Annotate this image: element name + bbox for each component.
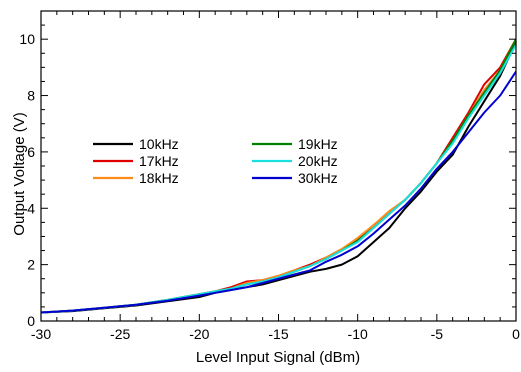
axes: -30 -25 -20 -15 -10 -5 0 0 2 4 6 8 10 — [19, 10, 520, 342]
legend-label-10kHz: 10kHz — [139, 136, 179, 152]
series-line-30kHz — [41, 71, 516, 314]
x-axis-title: Level Input Signal (dBm) — [196, 349, 360, 366]
y-axis-title: Output Voltage (V) — [11, 112, 28, 235]
x-tick-label: -30 — [31, 326, 51, 342]
series-line-19kHz — [41, 38, 516, 314]
legend-label-20kHz: 20kHz — [298, 153, 338, 169]
x-tick-label: -10 — [348, 326, 368, 342]
series-line-18kHz — [41, 38, 516, 314]
x-tick-label: 0 — [512, 326, 520, 342]
legend-label-18kHz: 18kHz — [139, 170, 179, 186]
x-tick-label: -5 — [431, 326, 444, 342]
y-tick-label: 2 — [27, 257, 35, 273]
x-tick-label: -15 — [268, 326, 288, 342]
legend-label-17kHz: 17kHz — [139, 153, 179, 169]
plot-area — [41, 38, 516, 314]
y-tick-label: 0 — [27, 313, 35, 329]
x-tick-label: -20 — [189, 326, 209, 342]
x-tick-label: -25 — [110, 326, 130, 342]
legend-label-19kHz: 19kHz — [298, 136, 338, 152]
legend-label-30kHz: 30kHz — [298, 170, 338, 186]
y-tick-label: 10 — [19, 31, 35, 47]
y-tick-label: 4 — [27, 200, 35, 216]
plot-frame — [40, 10, 517, 322]
y-tick-label: 8 — [27, 88, 35, 104]
y-tick-label: 6 — [27, 144, 35, 160]
series-line-17kHz — [41, 38, 516, 314]
